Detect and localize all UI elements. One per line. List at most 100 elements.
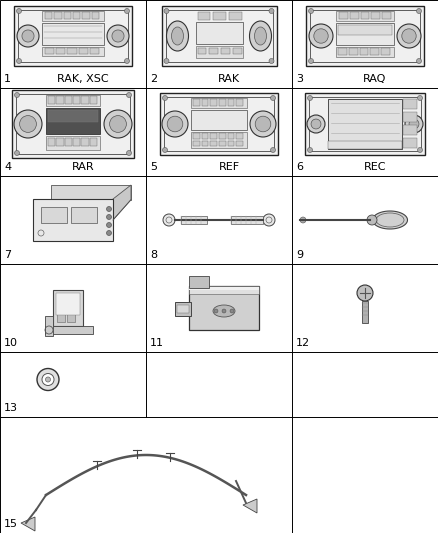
Bar bbox=[219, 141, 226, 146]
Circle shape bbox=[17, 25, 39, 47]
Bar bbox=[339, 12, 348, 19]
Polygon shape bbox=[243, 499, 257, 513]
Circle shape bbox=[214, 309, 218, 313]
Bar bbox=[33, 199, 113, 241]
Ellipse shape bbox=[172, 27, 184, 45]
Bar bbox=[78, 48, 88, 54]
Circle shape bbox=[127, 93, 131, 98]
Circle shape bbox=[409, 119, 419, 129]
Bar bbox=[189, 286, 259, 294]
Circle shape bbox=[124, 9, 130, 13]
Circle shape bbox=[106, 206, 112, 212]
Bar bbox=[189, 276, 209, 288]
Circle shape bbox=[417, 9, 421, 13]
Circle shape bbox=[162, 148, 167, 152]
Bar bbox=[73, 138, 80, 146]
Bar bbox=[82, 12, 90, 19]
Text: 4: 4 bbox=[4, 162, 11, 172]
Circle shape bbox=[269, 59, 274, 63]
Bar bbox=[42, 11, 104, 21]
Bar bbox=[193, 99, 200, 106]
Bar bbox=[71, 207, 97, 223]
Ellipse shape bbox=[250, 21, 272, 51]
Bar bbox=[46, 136, 100, 150]
Bar bbox=[90, 48, 99, 54]
Text: 1: 1 bbox=[4, 74, 11, 84]
Bar bbox=[237, 141, 243, 146]
Bar bbox=[73, 12, 80, 19]
Bar bbox=[191, 132, 247, 148]
Bar bbox=[56, 48, 65, 54]
Text: 6: 6 bbox=[296, 162, 303, 172]
Text: 7: 7 bbox=[4, 250, 11, 260]
Bar bbox=[228, 99, 234, 106]
Circle shape bbox=[300, 217, 306, 223]
Bar bbox=[67, 294, 75, 322]
Bar bbox=[371, 12, 380, 19]
Bar bbox=[90, 138, 97, 146]
Circle shape bbox=[271, 95, 276, 101]
Bar bbox=[46, 108, 100, 134]
Text: 8: 8 bbox=[150, 250, 157, 260]
Text: 10: 10 bbox=[4, 338, 18, 348]
Circle shape bbox=[106, 230, 112, 236]
Bar bbox=[81, 138, 88, 146]
Bar bbox=[219, 133, 226, 139]
Ellipse shape bbox=[254, 27, 266, 45]
Polygon shape bbox=[21, 517, 35, 531]
Bar bbox=[201, 141, 208, 146]
Bar bbox=[162, 6, 276, 66]
Bar bbox=[198, 48, 206, 54]
Bar bbox=[45, 12, 52, 19]
Bar bbox=[210, 141, 217, 146]
Bar bbox=[338, 25, 392, 35]
Circle shape bbox=[308, 9, 314, 13]
Bar bbox=[336, 11, 394, 21]
Bar bbox=[213, 12, 226, 20]
Bar bbox=[67, 48, 77, 54]
Circle shape bbox=[162, 95, 167, 101]
Bar bbox=[233, 48, 241, 54]
Text: 5: 5 bbox=[150, 162, 157, 172]
Circle shape bbox=[162, 111, 188, 137]
Circle shape bbox=[14, 93, 20, 98]
Circle shape bbox=[222, 309, 226, 313]
Bar bbox=[42, 47, 104, 56]
Ellipse shape bbox=[213, 305, 235, 317]
Bar bbox=[57, 138, 64, 146]
Circle shape bbox=[263, 214, 275, 226]
Circle shape bbox=[127, 150, 131, 156]
Text: 11: 11 bbox=[150, 338, 164, 348]
Text: 3: 3 bbox=[296, 74, 303, 84]
Bar bbox=[198, 12, 210, 20]
Circle shape bbox=[309, 24, 333, 48]
Bar bbox=[16, 94, 130, 154]
Circle shape bbox=[112, 30, 124, 42]
Text: RAR: RAR bbox=[72, 162, 94, 172]
Bar bbox=[381, 48, 390, 55]
Bar bbox=[403, 99, 417, 109]
Bar bbox=[237, 99, 243, 106]
Circle shape bbox=[250, 111, 276, 137]
Bar bbox=[46, 95, 100, 106]
Circle shape bbox=[405, 115, 423, 133]
Bar bbox=[310, 10, 420, 62]
Bar bbox=[382, 12, 391, 19]
Bar bbox=[338, 48, 347, 55]
Circle shape bbox=[357, 285, 373, 301]
Bar bbox=[210, 133, 217, 139]
Bar bbox=[336, 47, 394, 57]
Polygon shape bbox=[51, 185, 131, 200]
Circle shape bbox=[307, 95, 312, 101]
Circle shape bbox=[22, 30, 34, 42]
Bar bbox=[328, 141, 402, 149]
Circle shape bbox=[46, 377, 50, 382]
Bar bbox=[403, 125, 417, 135]
Bar bbox=[57, 294, 65, 322]
Bar bbox=[92, 12, 99, 19]
Circle shape bbox=[307, 115, 325, 133]
Bar bbox=[65, 138, 72, 146]
Bar bbox=[54, 12, 62, 19]
Circle shape bbox=[163, 214, 175, 226]
Bar bbox=[181, 216, 207, 224]
